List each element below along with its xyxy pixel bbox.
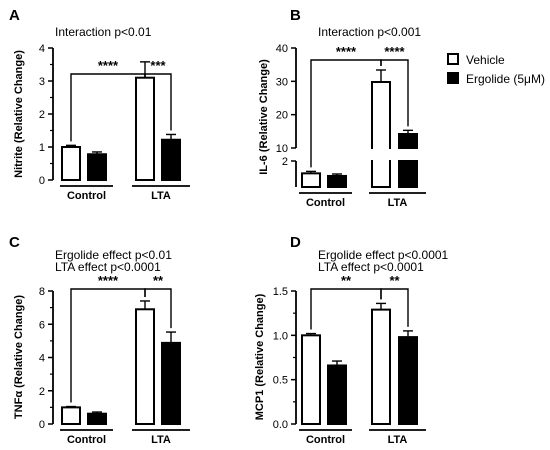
legend: Vehicle Ergolide (5μM)	[447, 53, 545, 86]
bar-lta-vehicle	[371, 308, 391, 425]
significance-bracket	[380, 59, 409, 127]
stat-annotation: LTA effect p<0.0001	[55, 260, 161, 274]
y-tick-label: 6	[39, 319, 45, 331]
group-label: Control	[306, 197, 345, 209]
panel-letter: B	[290, 7, 301, 24]
y-axis-label: TNFα (Relative Change)	[13, 295, 25, 419]
bar-control-vehicle	[61, 146, 81, 181]
y-tick-label: 3	[39, 76, 45, 88]
legend-swatch-ergolide	[447, 72, 459, 84]
panel-letter: A	[9, 7, 20, 24]
bar-lta-vehicle	[371, 81, 391, 188]
bar-lta-ergolide	[398, 336, 418, 425]
y-tick-label: 20	[276, 110, 288, 122]
bar-break-gap	[397, 149, 419, 160]
significance-bracket	[70, 73, 146, 142]
panel-letter: D	[290, 234, 301, 251]
stat-annotation: Ergolide effect p<0.0001	[318, 248, 449, 262]
group-label: LTA	[151, 190, 171, 202]
bar-lta-vehicle	[135, 76, 155, 181]
y-tick-label: 4	[39, 353, 45, 365]
chart-panel-B: B Interaction p<0.001 IL-6 (Relative Chang…	[258, 7, 426, 209]
significance-label: ****	[98, 273, 119, 288]
y-tick-label: 0	[39, 419, 45, 431]
legend-label-vehicle: Vehicle	[466, 53, 505, 67]
bar-control-vehicle	[301, 172, 321, 189]
y-tick-label: 40	[276, 43, 288, 55]
y-tick-label: 30	[276, 76, 288, 88]
significance-label: ****	[98, 58, 119, 73]
stat-annotation: Interaction p<0.001	[318, 25, 421, 39]
significance-label: ****	[336, 44, 357, 59]
y-axis-label: IL-6 (Relative Change)	[258, 59, 270, 175]
bar-control-ergolide	[87, 412, 107, 426]
y-tick-label: 0.0	[273, 419, 288, 431]
group-label: Control	[67, 434, 106, 446]
legend-swatch-vehicle	[447, 53, 459, 65]
significance-bracket	[70, 288, 146, 403]
y-tick-label: 8	[39, 286, 45, 298]
stat-annotation: Interaction p<0.01	[55, 25, 152, 39]
significance-label: ***	[150, 58, 166, 73]
stat-annotation: Ergolide effect p<0.01	[55, 248, 172, 262]
y-axis-label: MCP1 (Relative Change)	[254, 293, 266, 420]
y-tick-label: 1.0	[273, 330, 288, 342]
y-tick-label: 2	[39, 386, 45, 398]
y-tick-label: 2	[282, 156, 288, 168]
bar-control-ergolide	[87, 153, 107, 181]
y-tick-label: 2	[39, 109, 45, 121]
group-label: Control	[306, 434, 345, 446]
significance-label: **	[153, 273, 164, 288]
bar-control-ergolide	[327, 364, 347, 426]
significance-label: ****	[384, 44, 405, 59]
legend-label-ergolide: Ergolide (5μM)	[466, 72, 545, 86]
chart-panel-A: A Interaction p<0.01 Nitrite (Relative Cha…	[9, 7, 190, 202]
bar-control-ergolide	[327, 174, 347, 188]
stat-annotation: LTA effect p<0.0001	[318, 260, 424, 274]
group-label: LTA	[388, 434, 408, 446]
y-tick-label: 0	[39, 175, 45, 187]
y-tick-label: 1	[39, 142, 45, 154]
y-tick-label: 4	[39, 43, 45, 55]
y-tick-label: 10	[276, 143, 288, 155]
significance-bracket	[310, 288, 382, 330]
bar-lta-ergolide	[161, 341, 181, 425]
group-label: LTA	[151, 434, 171, 446]
group-label: Control	[67, 190, 106, 202]
significance-label: **	[389, 273, 400, 288]
significance-bracket	[144, 73, 172, 131]
bar-control-vehicle	[301, 334, 321, 426]
group-label: LTA	[388, 197, 408, 209]
y-tick-label: 0.5	[273, 375, 288, 387]
panel-letter: C	[9, 234, 20, 251]
bar-control-vehicle	[61, 406, 81, 425]
significance-bracket	[380, 288, 409, 327]
y-tick-label: 1.5	[273, 286, 288, 298]
bar-lta-ergolide	[161, 138, 181, 182]
y-axis-label: Nitrite (Relative Change)	[13, 50, 25, 178]
bar-lta-ergolide	[398, 133, 418, 188]
bar-lta-vehicle	[135, 308, 155, 426]
significance-label: **	[341, 273, 352, 288]
bar-break-gap	[370, 149, 392, 160]
significance-bracket	[144, 288, 172, 329]
